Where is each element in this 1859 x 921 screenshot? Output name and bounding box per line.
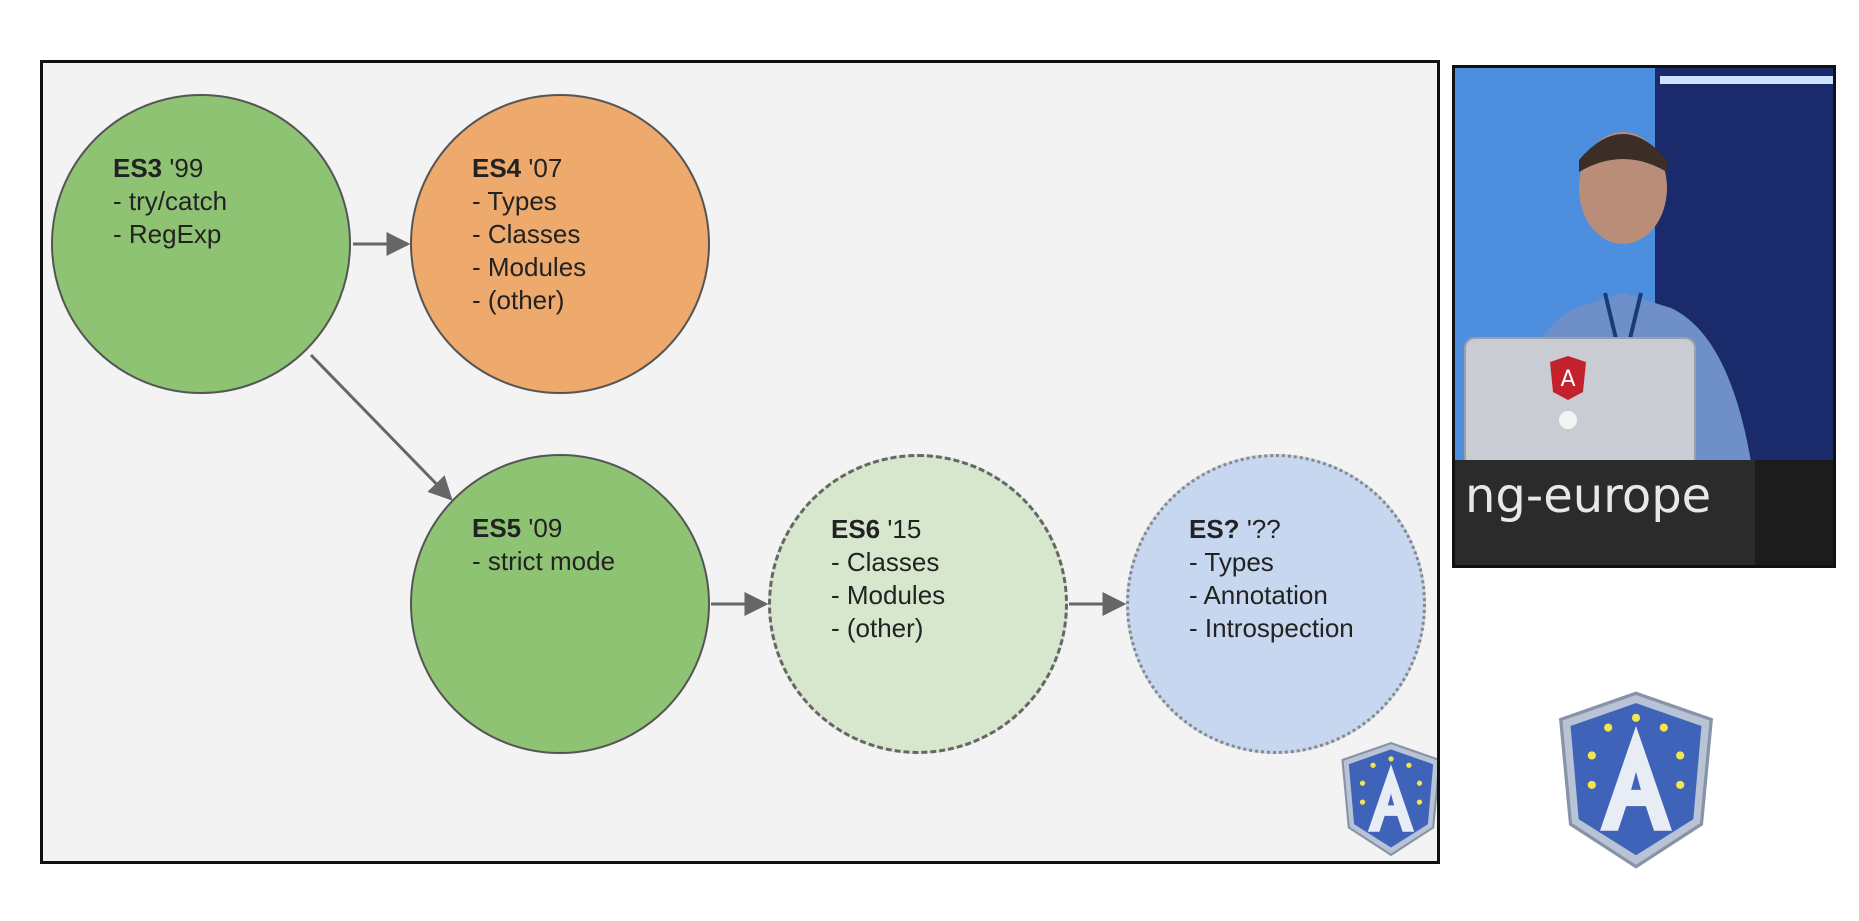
angular-logo-icon: [1550, 356, 1586, 400]
node-es6: ES6 '15 - Classes - Modules - (other): [768, 454, 1068, 754]
banner-text: ng-europe: [1465, 468, 1712, 524]
node-es4-year: '07: [528, 153, 563, 183]
arrows-layer: [309, 232, 1127, 616]
speaker-video: A ng-europe: [1452, 65, 1836, 568]
node-es6-item: - (other): [831, 613, 924, 643]
node-es5-item: - strict mode: [472, 546, 616, 576]
node-es4-item: - Modules: [472, 252, 587, 282]
node-es6-item: - Modules: [831, 580, 946, 610]
node-es3-item: - try/catch: [113, 186, 228, 216]
node-es4-item: - (other): [472, 285, 565, 315]
node-es4-item: - Classes: [472, 219, 581, 249]
node-es3-item: - RegExp: [113, 219, 222, 249]
node-es6-item: - Classes: [831, 547, 940, 577]
node-es3-title: ES3: [113, 153, 163, 183]
node-es5-title: ES5: [472, 513, 522, 543]
node-es4-title: ES4: [472, 153, 522, 183]
node-es4-item: - Types: [472, 186, 557, 216]
node-es-next-item: - Annotation: [1189, 580, 1328, 610]
svg-text:A: A: [1560, 367, 1575, 392]
node-es5-year: '09: [528, 513, 563, 543]
node-es-next-title: ES?: [1189, 514, 1240, 544]
node-es6-year: '15: [887, 514, 922, 544]
slide: ES3 '99 - try/catch - RegExp ES4 '07 - T…: [40, 60, 1440, 864]
node-es-next-item: - Introspection: [1189, 613, 1354, 643]
ng-europe-shield-icon: [1558, 691, 1714, 869]
ng-europe-shield-icon: [1341, 741, 1437, 857]
node-es3-year: '99: [169, 153, 204, 183]
speaker-scene: A: [1455, 68, 1833, 565]
node-es-next: ES? '?? - Types - Annotation - Introspec…: [1126, 454, 1426, 754]
node-es-next-item: - Types: [1189, 547, 1274, 577]
node-es-next-year: '??: [1246, 514, 1281, 544]
node-es3: ES3 '99 - try/catch - RegExp: [51, 94, 351, 394]
arrow-es3-es5: [309, 353, 453, 501]
node-es4: ES4 '07 - Types - Classes - Modules - (o…: [410, 94, 710, 394]
node-es5: ES5 '09 - strict mode: [410, 454, 710, 754]
node-es6-title: ES6: [831, 514, 881, 544]
